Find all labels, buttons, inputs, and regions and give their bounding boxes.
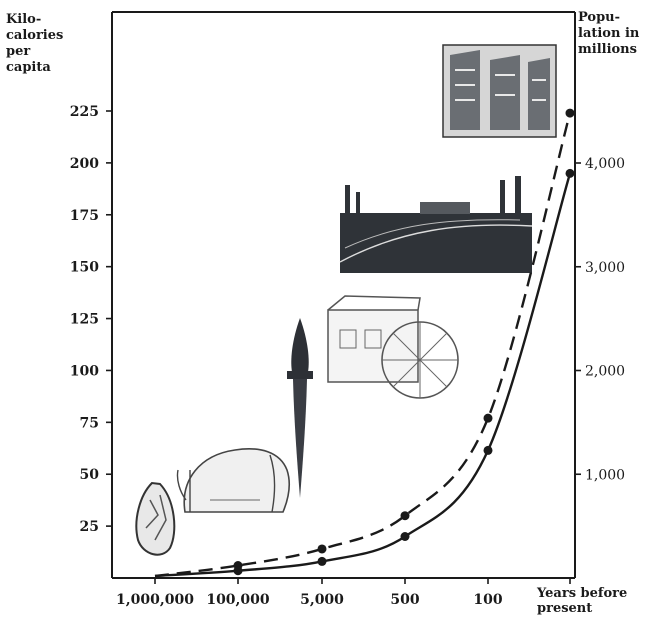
factory-skyline-icon bbox=[339, 176, 533, 273]
kilocalories-point bbox=[317, 544, 327, 554]
series-lines bbox=[154, 108, 575, 578]
x-tick-label: 5,000 bbox=[300, 592, 344, 608]
right-tick-label: 3,000 bbox=[585, 260, 625, 276]
x-tick-label: 500 bbox=[390, 592, 419, 608]
population-point bbox=[565, 168, 575, 178]
population-point bbox=[317, 556, 327, 566]
left-tick-label: 75 bbox=[80, 415, 99, 431]
population-point bbox=[483, 445, 493, 455]
left-tick-label: 150 bbox=[70, 260, 99, 276]
x-tick-label: 1,000,000 bbox=[116, 592, 194, 608]
hand-axe-icon bbox=[135, 481, 176, 556]
left-tick-label: 125 bbox=[70, 312, 99, 328]
left-tick-label: 25 bbox=[80, 519, 99, 535]
x-axis-label: Years before present bbox=[537, 586, 628, 616]
bronze-dagger-icon bbox=[287, 318, 313, 498]
left-tick-label: 100 bbox=[70, 363, 99, 379]
axes: 25 50 75 100 125 150 175 200 225 1,000 2,000 3,000 4… bbox=[70, 11, 625, 608]
right-tick-label: 4,000 bbox=[585, 156, 625, 172]
kilocalories-point bbox=[400, 511, 410, 521]
left-tick-label: 175 bbox=[70, 208, 99, 224]
mammoth-icon bbox=[176, 448, 291, 513]
left-tick-label: 225 bbox=[70, 104, 99, 120]
right-tick-label: 2,000 bbox=[585, 364, 625, 380]
water-wheel-mill-icon bbox=[327, 295, 459, 399]
right-axis-label: Popu- lation in millions bbox=[578, 10, 640, 57]
kilocalories-point bbox=[565, 108, 575, 118]
left-axis-label: Kilo- calories per capita bbox=[6, 12, 64, 75]
left-tick-label: 200 bbox=[70, 156, 99, 172]
x-tick-label: 100,000 bbox=[206, 592, 270, 608]
x-tick-label: 100 bbox=[473, 592, 502, 608]
plot-frame bbox=[111, 11, 576, 579]
city-collage-icon bbox=[442, 44, 557, 138]
population-point bbox=[233, 566, 243, 576]
left-tick-label: 50 bbox=[80, 467, 100, 483]
right-tick-label: 1,000 bbox=[585, 467, 625, 483]
kilocalories-point bbox=[483, 413, 493, 423]
population-point bbox=[400, 532, 410, 541]
